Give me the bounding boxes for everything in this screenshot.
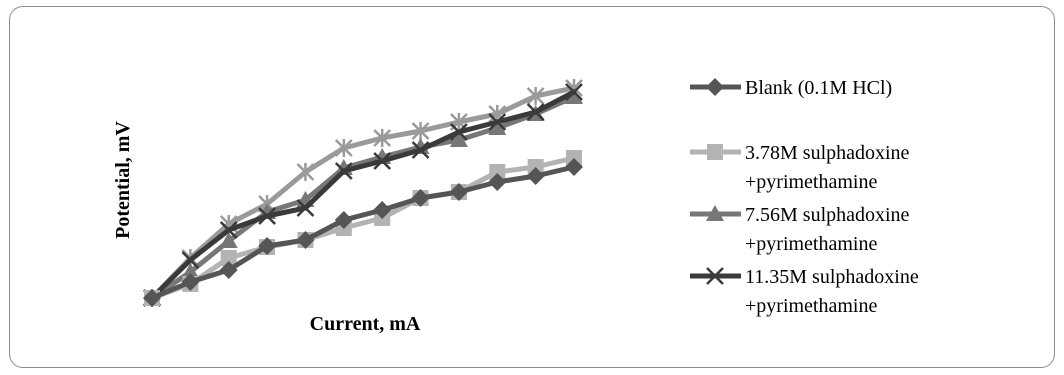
series-5-point (334, 139, 353, 157)
legend-label: +pyrimethamine (745, 171, 877, 193)
legend-swatch-marker (706, 78, 724, 96)
series-1-point (488, 173, 507, 191)
series-3-point (181, 263, 200, 279)
legend-swatch-marker (706, 205, 724, 221)
series-5-point (296, 163, 315, 181)
plot-area (143, 79, 583, 307)
series-4-point (488, 113, 507, 131)
series-4 (143, 83, 583, 307)
series-3-point (449, 131, 468, 147)
series-1-point (258, 237, 277, 255)
series-4-point (565, 83, 583, 101)
series-1-point (526, 167, 545, 185)
series-1-point (565, 158, 583, 176)
series-4-point (334, 162, 353, 180)
series-5-point (411, 122, 430, 140)
legend-label: 3.78M sulphadoxine (745, 142, 910, 164)
series-4-point (450, 123, 468, 141)
series-2-point (489, 164, 506, 180)
legend-entry-3: 7.56M sulphadoxine +pyrimethamine (690, 204, 910, 255)
series-3-point (565, 88, 583, 104)
series-4-point (373, 152, 392, 170)
series-5-point (373, 129, 392, 147)
series-5-point (526, 87, 545, 105)
legend-swatch-marker (707, 144, 723, 160)
series-1-point (219, 261, 238, 279)
series-1-point (296, 231, 315, 249)
legend-label: +pyrimethamine (745, 233, 877, 255)
legend-entry-1: Blank (0.1M HCl) (690, 77, 892, 99)
series-1-line (149, 164, 577, 301)
series-1-point (181, 273, 200, 291)
series-4-point (181, 251, 200, 269)
series-1-point (334, 211, 353, 229)
series-1-point (143, 289, 161, 307)
legend-label: Blank (0.1M HCl) (745, 77, 892, 99)
x-axis-title: Current, mA (310, 313, 421, 335)
series-4-point (258, 207, 276, 225)
legend: Blank (0.1M HCl) 3.78M sulphadoxine +pyrim… (690, 77, 919, 317)
series-4-point (526, 103, 545, 121)
series-4-point (411, 141, 430, 159)
chart-frame (9, 6, 1055, 368)
series-1-point (373, 201, 392, 219)
series-1-point (449, 183, 468, 201)
legend-entry-4: 11.35M sulphadoxine +pyrimethamine (690, 266, 919, 317)
y-axis-title: Potential, mV (112, 121, 134, 239)
legend-entry-2: 3.78M sulphadoxine +pyrimethamine (690, 142, 910, 193)
series-4-point (296, 199, 315, 217)
series-3-point (219, 232, 238, 248)
series-1-point (411, 189, 430, 207)
series-2 (144, 150, 582, 306)
series-4-point (219, 221, 238, 239)
legend-swatch-marker (706, 267, 724, 285)
legend-label: +pyrimethamine (745, 295, 877, 317)
series-2-point (220, 250, 237, 266)
legend-label: 7.56M sulphadoxine (745, 204, 910, 226)
series-1 (143, 158, 583, 307)
legend-label: 11.35M sulphadoxine (745, 266, 919, 288)
series-3-point (488, 119, 507, 135)
